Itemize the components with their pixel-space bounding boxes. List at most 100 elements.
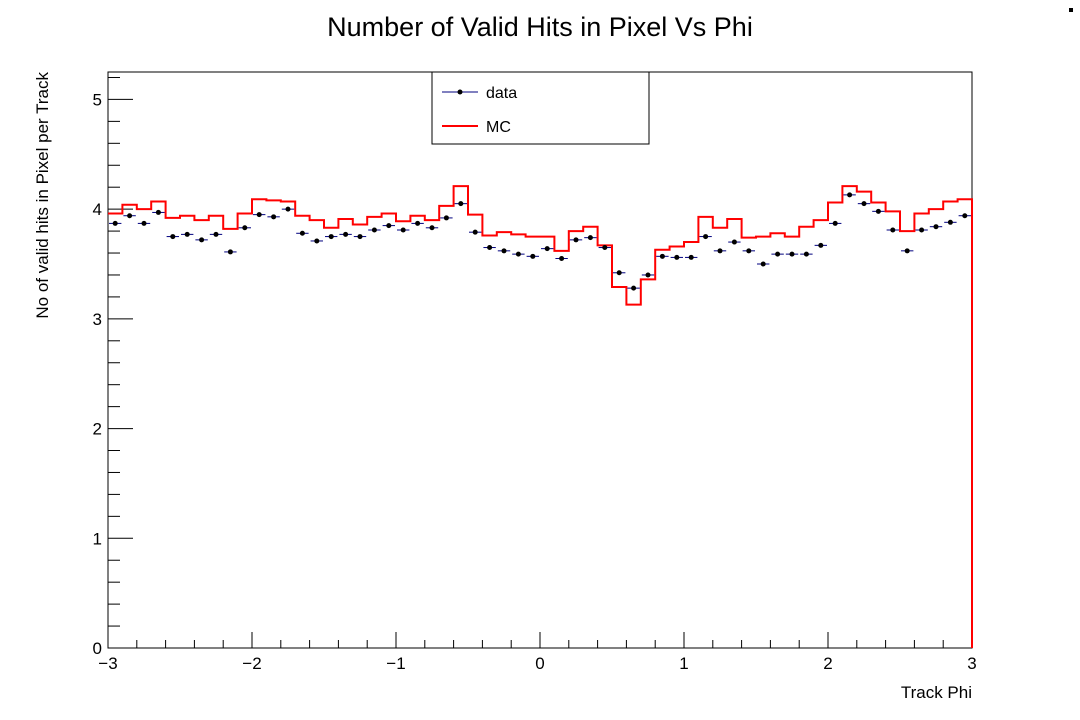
data-point bbox=[497, 248, 511, 254]
chart-title: Number of Valid Hits in Pixel Vs Phi bbox=[327, 12, 753, 42]
data-point bbox=[296, 230, 309, 236]
data-point-marker bbox=[386, 223, 392, 229]
data-point-marker bbox=[443, 215, 449, 221]
data-point-marker bbox=[602, 245, 608, 251]
data-point bbox=[411, 220, 424, 226]
data-point-marker bbox=[947, 219, 953, 225]
data-point-marker bbox=[213, 231, 219, 237]
data-point-marker bbox=[616, 270, 622, 276]
data-point bbox=[713, 248, 727, 254]
data-point-marker bbox=[170, 234, 176, 240]
data-point-marker bbox=[501, 248, 507, 254]
data-point bbox=[843, 192, 856, 198]
x-tick-label: 1 bbox=[679, 654, 688, 673]
data-point-marker bbox=[818, 242, 824, 248]
data-point-marker bbox=[227, 249, 233, 255]
data-point bbox=[829, 220, 842, 226]
data-point bbox=[800, 251, 813, 257]
plot-area bbox=[107, 71, 973, 649]
data-point bbox=[152, 209, 165, 215]
data-point-marker bbox=[184, 231, 190, 237]
y-tick-label: 0 bbox=[93, 639, 102, 658]
data-point-marker bbox=[530, 253, 536, 259]
x-tick-label: −2 bbox=[242, 654, 261, 673]
data-point bbox=[483, 245, 496, 251]
data-point-marker bbox=[314, 238, 320, 244]
x-axis: −3 −2 −1 0 1 2 3 bbox=[98, 632, 977, 673]
x-tick-label: −3 bbox=[98, 654, 117, 673]
data-point-marker bbox=[717, 248, 723, 254]
data-point-marker bbox=[832, 220, 838, 226]
data-point-marker bbox=[343, 231, 349, 237]
data-point bbox=[742, 248, 755, 254]
data-point bbox=[469, 229, 482, 235]
data-point bbox=[109, 220, 122, 226]
data-point bbox=[281, 206, 295, 212]
y-tick-label: 5 bbox=[93, 90, 102, 109]
data-point bbox=[814, 242, 827, 248]
legend-box bbox=[431, 71, 650, 145]
data-point bbox=[915, 227, 928, 233]
data-point bbox=[253, 212, 266, 218]
data-point-marker bbox=[659, 253, 665, 259]
data-point bbox=[958, 213, 971, 219]
data-point bbox=[181, 231, 194, 237]
data-point-marker bbox=[544, 246, 550, 252]
y-tick-label: 4 bbox=[93, 200, 102, 219]
data-point-marker bbox=[199, 237, 205, 243]
data-point-marker bbox=[515, 251, 521, 257]
data-point bbox=[641, 272, 655, 278]
data-point bbox=[166, 234, 179, 240]
data-point-marker bbox=[731, 239, 737, 245]
data-point bbox=[512, 251, 525, 257]
data-point bbox=[209, 231, 223, 237]
data-point-marker bbox=[458, 201, 464, 207]
data-point-marker bbox=[587, 235, 593, 241]
data-point-marker bbox=[674, 254, 680, 260]
data-point-marker bbox=[573, 237, 579, 243]
y-axis-label: No of valid hits in Pixel per Track bbox=[33, 72, 52, 319]
data-point bbox=[454, 201, 467, 207]
legend-data-label: data bbox=[486, 85, 517, 102]
data-point bbox=[382, 223, 395, 229]
data-point bbox=[368, 227, 381, 233]
data-point-marker bbox=[631, 285, 637, 291]
data-point bbox=[397, 227, 410, 233]
data-point bbox=[670, 254, 683, 260]
data-point bbox=[857, 201, 871, 207]
data-point bbox=[699, 234, 712, 240]
data-point-marker bbox=[472, 229, 478, 235]
data-point bbox=[613, 270, 626, 276]
data-point-marker bbox=[803, 251, 809, 257]
data-point-marker bbox=[127, 213, 133, 219]
data-point bbox=[901, 248, 914, 254]
data-point-marker bbox=[703, 234, 709, 240]
data-point-marker bbox=[760, 261, 766, 267]
data-point-marker bbox=[962, 213, 968, 219]
data-point bbox=[569, 237, 583, 243]
x-tick-label: 3 bbox=[967, 654, 976, 673]
data-point-marker bbox=[112, 220, 118, 226]
data-point bbox=[584, 235, 597, 241]
data-point-marker bbox=[400, 227, 406, 233]
data-point-marker bbox=[688, 254, 694, 260]
data-point bbox=[944, 219, 957, 225]
data-point-marker bbox=[875, 208, 881, 214]
x-tick-label: 2 bbox=[823, 654, 832, 673]
data-point-marker bbox=[487, 245, 493, 251]
legend-data-marker bbox=[457, 89, 463, 95]
data-point-marker bbox=[371, 227, 377, 233]
data-point bbox=[929, 224, 943, 230]
data-point-marker bbox=[155, 209, 161, 215]
data-point-marker bbox=[242, 225, 248, 231]
data-point-marker bbox=[285, 206, 291, 212]
y-tick-label: 3 bbox=[93, 310, 102, 329]
legend-mc-label: MC bbox=[486, 119, 511, 136]
data-point bbox=[310, 238, 323, 244]
data-point bbox=[195, 237, 208, 243]
data-point bbox=[238, 225, 251, 231]
data-point bbox=[685, 254, 698, 260]
data-point bbox=[425, 225, 439, 231]
data-point bbox=[627, 285, 640, 291]
data-point bbox=[771, 251, 784, 257]
